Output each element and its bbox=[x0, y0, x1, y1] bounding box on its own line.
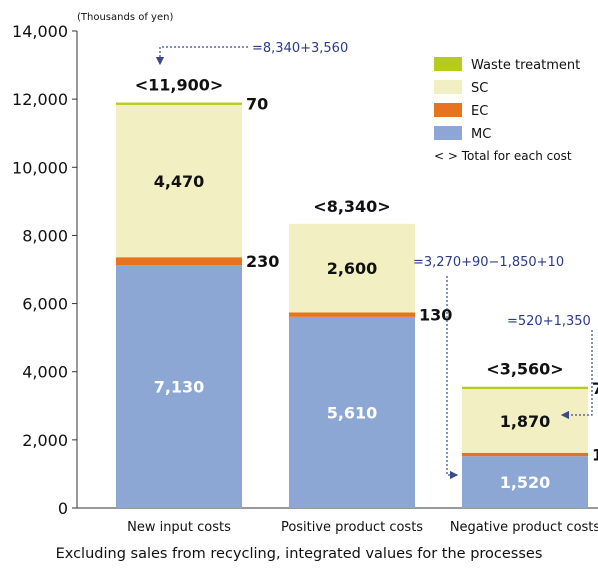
y-tick-label: 6,000 bbox=[22, 295, 68, 314]
legend-label: Waste treatment bbox=[471, 58, 580, 73]
legend: Waste treatment SC EC MC bbox=[434, 57, 580, 142]
y-tick-label: 2,000 bbox=[22, 431, 68, 450]
bar-segment-mc bbox=[289, 316, 415, 508]
legend-swatch bbox=[434, 80, 462, 94]
y-tick-label: 4,000 bbox=[22, 363, 68, 382]
legend-note: < > Total for each cost bbox=[434, 149, 572, 163]
y-tick-label: 10,000 bbox=[12, 158, 68, 177]
segment-value-label: 70 bbox=[592, 379, 598, 398]
bar-segment-waste-treatment bbox=[462, 386, 588, 390]
x-category-label: Positive product costs bbox=[281, 520, 423, 535]
bar-segment-sc bbox=[116, 104, 242, 258]
total-formula-leader bbox=[155, 46, 248, 66]
y-tick-label: 14,000 bbox=[12, 22, 68, 41]
total-labels-group: <11,900> <8,340> <3,560> bbox=[135, 76, 564, 379]
segment-labels-group: 7,130 230 4,470 70 5,610 130 2,600 1,520 100 1,87… bbox=[154, 95, 598, 492]
bar-segment-mc bbox=[116, 265, 242, 508]
y-tick-label: 12,000 bbox=[12, 90, 68, 109]
annotation-total-formula: =8,340+3,560 bbox=[252, 41, 348, 56]
segment-value-label: 130 bbox=[419, 306, 452, 325]
x-axis-labels-group: New input costs Positive product costs Neg… bbox=[127, 520, 598, 535]
segment-value-label: 230 bbox=[246, 252, 279, 271]
segment-value-label: 2,600 bbox=[327, 259, 378, 278]
annotations-group: =8,340+3,560 =3,270+90−1,850+10 =520+1,3… bbox=[155, 41, 593, 480]
annotation-mc-formula: =3,270+90−1,850+10 bbox=[413, 255, 564, 270]
bar-total-label: <11,900> bbox=[135, 76, 224, 95]
sc-formula-leader bbox=[560, 330, 593, 420]
chart-caption: Excluding sales from recycling, integrat… bbox=[55, 546, 543, 562]
bar-segment-waste-treatment bbox=[116, 102, 242, 105]
mc-formula-leader bbox=[446, 276, 459, 480]
bar-total-label: <8,340> bbox=[313, 197, 390, 216]
segment-value-label: 4,470 bbox=[154, 172, 205, 191]
x-category-label: Negative product costs bbox=[450, 520, 598, 535]
segment-value-label: 1,870 bbox=[500, 412, 551, 431]
unit-label: (Thousands of yen) bbox=[77, 12, 173, 23]
segment-value-label: 100 bbox=[592, 446, 598, 465]
y-tick-label: 8,000 bbox=[22, 226, 68, 245]
legend-swatch bbox=[434, 57, 462, 71]
stacked-bar-chart: (Thousands of yen) 0 2,000 4,000 6,000 8,000… bbox=[12, 12, 598, 535]
annotation-sc-formula: =520+1,350 bbox=[507, 314, 591, 329]
legend-label: MC bbox=[471, 127, 491, 142]
y-axis-ticks: 0 2,000 4,000 6,000 8,000 10,000 12,000 14,000 bbox=[12, 22, 77, 518]
segment-value-label: 1,520 bbox=[500, 473, 551, 492]
bar-segment-sc bbox=[462, 389, 588, 453]
bar-total-label: <3,560> bbox=[486, 360, 563, 379]
y-tick-label: 0 bbox=[58, 499, 68, 518]
segment-value-label: 7,130 bbox=[154, 378, 205, 397]
bar-segment-ec bbox=[289, 312, 415, 317]
bars-group bbox=[116, 102, 588, 508]
segment-value-label: 5,610 bbox=[327, 403, 378, 422]
bar-segment-mc bbox=[462, 456, 588, 508]
bar-segment-ec bbox=[462, 452, 588, 457]
legend-swatch bbox=[434, 103, 462, 117]
segment-value-label: 70 bbox=[246, 95, 268, 114]
legend-label: SC bbox=[471, 81, 488, 96]
bar-segment-sc bbox=[289, 223, 415, 313]
legend-swatch bbox=[434, 126, 462, 140]
bar-segment-ec bbox=[116, 257, 242, 266]
legend-label: EC bbox=[471, 104, 488, 119]
x-category-label: New input costs bbox=[127, 520, 231, 535]
